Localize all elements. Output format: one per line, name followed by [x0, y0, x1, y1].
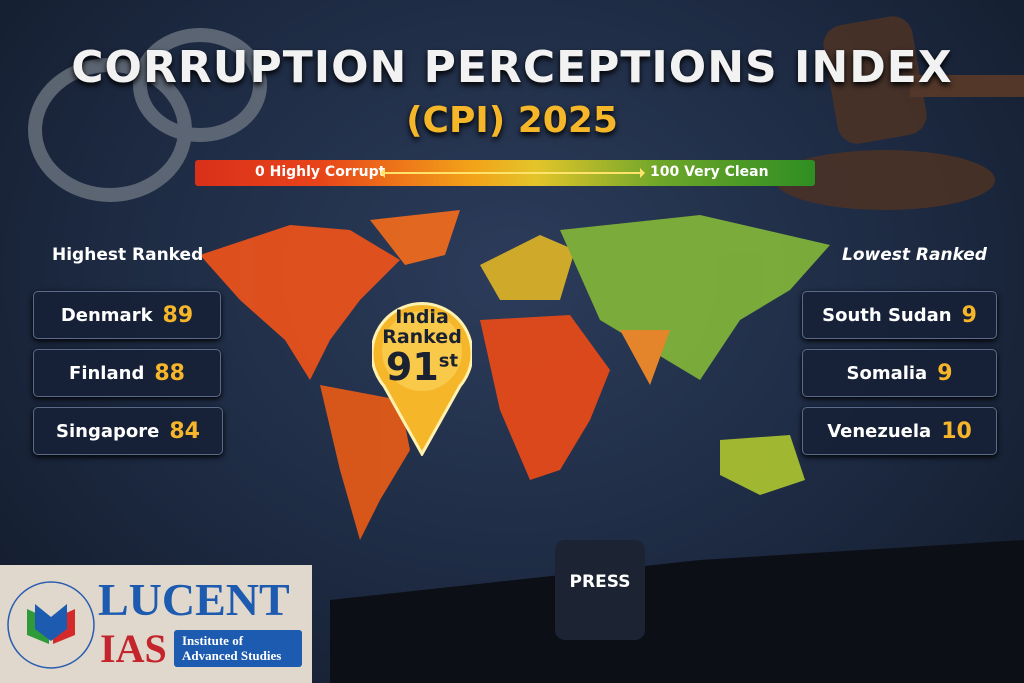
country: Somalia	[846, 362, 928, 384]
highest-item: Finland 88	[33, 349, 221, 397]
pin-line-2: Ranked	[382, 325, 462, 348]
book-seal-icon	[7, 581, 95, 669]
logo-sub: IAS	[100, 626, 167, 671]
country: Finland	[69, 362, 145, 384]
double-arrow-icon	[380, 168, 645, 178]
world-map	[200, 210, 830, 540]
handcuffs-icon	[28, 28, 267, 202]
crowd-silhouette	[330, 540, 1024, 683]
country: Singapore	[56, 420, 160, 442]
country: South Sudan	[822, 304, 952, 326]
country: Venezuela	[827, 420, 932, 442]
gavel-icon	[775, 16, 1024, 210]
lowest-item: South Sudan 9	[802, 291, 997, 339]
europe	[480, 235, 575, 300]
india	[620, 330, 670, 385]
title-line-2: (CPI) 2025	[406, 100, 618, 141]
lowest-item: Venezuela 10	[802, 407, 997, 455]
india-rank: 91	[385, 344, 439, 389]
lowest-ranked-heading: Lowest Ranked	[842, 245, 987, 265]
score: 10	[941, 418, 972, 444]
title-line-1: CORRUPTION PERCEPTIONS INDEX	[71, 42, 953, 93]
highest-item: Singapore 84	[33, 407, 223, 455]
scale-high-label: 100 Very Clean	[650, 164, 769, 180]
tagline-line-2: Advanced Studies	[182, 648, 282, 663]
highest-item: Denmark 89	[33, 291, 221, 339]
north-america	[200, 225, 400, 380]
logo-tagline: Institute of Advanced Studies	[174, 630, 302, 667]
lowest-item: Somalia 9	[802, 349, 997, 397]
asia	[560, 215, 830, 380]
rank-suffix: st	[438, 350, 459, 372]
greenland	[370, 210, 460, 265]
logo-name: LUCENT	[98, 574, 290, 625]
pin-line-1: India	[395, 306, 449, 328]
south-america	[320, 385, 410, 540]
score: 9	[961, 302, 977, 328]
scale-low-label: 0 Highly Corrupt	[255, 164, 386, 180]
lucent-ias-logo: LUCENT IAS Institute of Advanced Studies	[0, 565, 312, 683]
score: 9	[937, 360, 953, 386]
score: 89	[162, 302, 194, 328]
cpi-scale-bar: 0 Highly Corrupt 100 Very Clean	[195, 160, 815, 186]
press-label: PRESS	[570, 572, 631, 592]
score: 88	[154, 360, 185, 386]
australia	[720, 435, 805, 495]
map-pin-icon	[370, 302, 474, 458]
tagline-line-1: Institute of	[182, 633, 244, 648]
score: 84	[169, 418, 200, 444]
africa	[480, 315, 610, 480]
india-rank-pin: India Ranked 91st	[370, 296, 474, 458]
highest-ranked-heading: Highest Ranked	[52, 245, 204, 265]
country: Denmark	[60, 304, 153, 326]
